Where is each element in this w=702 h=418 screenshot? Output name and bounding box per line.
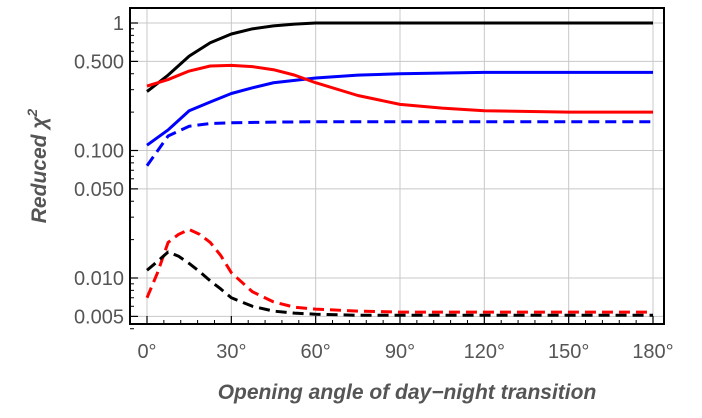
y-axis-title: Reduced χ2 <box>24 109 51 224</box>
series-line-6 <box>146 250 653 317</box>
y-axis-title-text: Reduced <box>28 129 51 224</box>
x-tick-label: 30° <box>216 341 246 363</box>
series-line-3 <box>146 63 653 114</box>
axis-ticks <box>130 22 654 330</box>
plot-frame <box>129 7 665 325</box>
x-tick-label: 90° <box>385 341 415 363</box>
x-axis-title: Opening angle of day−night transition <box>218 381 597 404</box>
series-line-4 <box>145 120 653 167</box>
series-lines <box>145 21 653 317</box>
x-tick-label: 120° <box>464 341 505 363</box>
x-tick-label: 150° <box>548 341 589 363</box>
series-line-2 <box>146 70 653 147</box>
y-axis-title-superscript: 2 <box>24 109 40 118</box>
y-tick-label: 0.005 <box>74 306 124 328</box>
y-tick-label: 0.500 <box>74 51 124 73</box>
y-tick-labels: 1 0.500 0.100 0.050 0.010 0.005 <box>74 13 124 328</box>
x-tick-label: 60° <box>301 341 331 363</box>
x-tick-label: 0° <box>137 341 156 363</box>
x-tick-label: 180° <box>632 341 673 363</box>
x-tick-labels: 0° 30° 60° 90° 120° 150° 180° <box>137 341 673 363</box>
y-axis-title-symbol: χ <box>28 116 51 131</box>
y-tick-label: 1 <box>113 13 124 35</box>
series-line-5 <box>145 228 653 314</box>
grid-lines <box>130 8 664 324</box>
y-tick-label: 0.010 <box>74 268 124 290</box>
series-line-1 <box>146 21 653 93</box>
y-tick-label: 0.100 <box>74 141 124 163</box>
y-tick-label: 0.050 <box>74 179 124 201</box>
